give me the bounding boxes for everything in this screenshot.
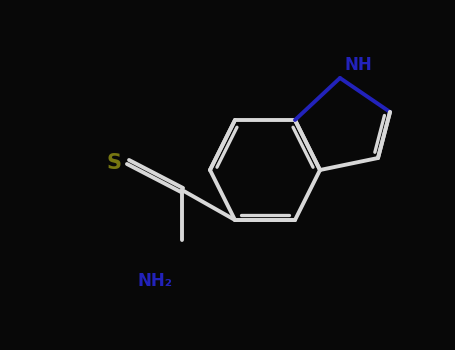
Text: NH₂: NH₂ [137, 272, 172, 290]
Text: S: S [106, 153, 121, 173]
Text: NH: NH [345, 56, 373, 74]
